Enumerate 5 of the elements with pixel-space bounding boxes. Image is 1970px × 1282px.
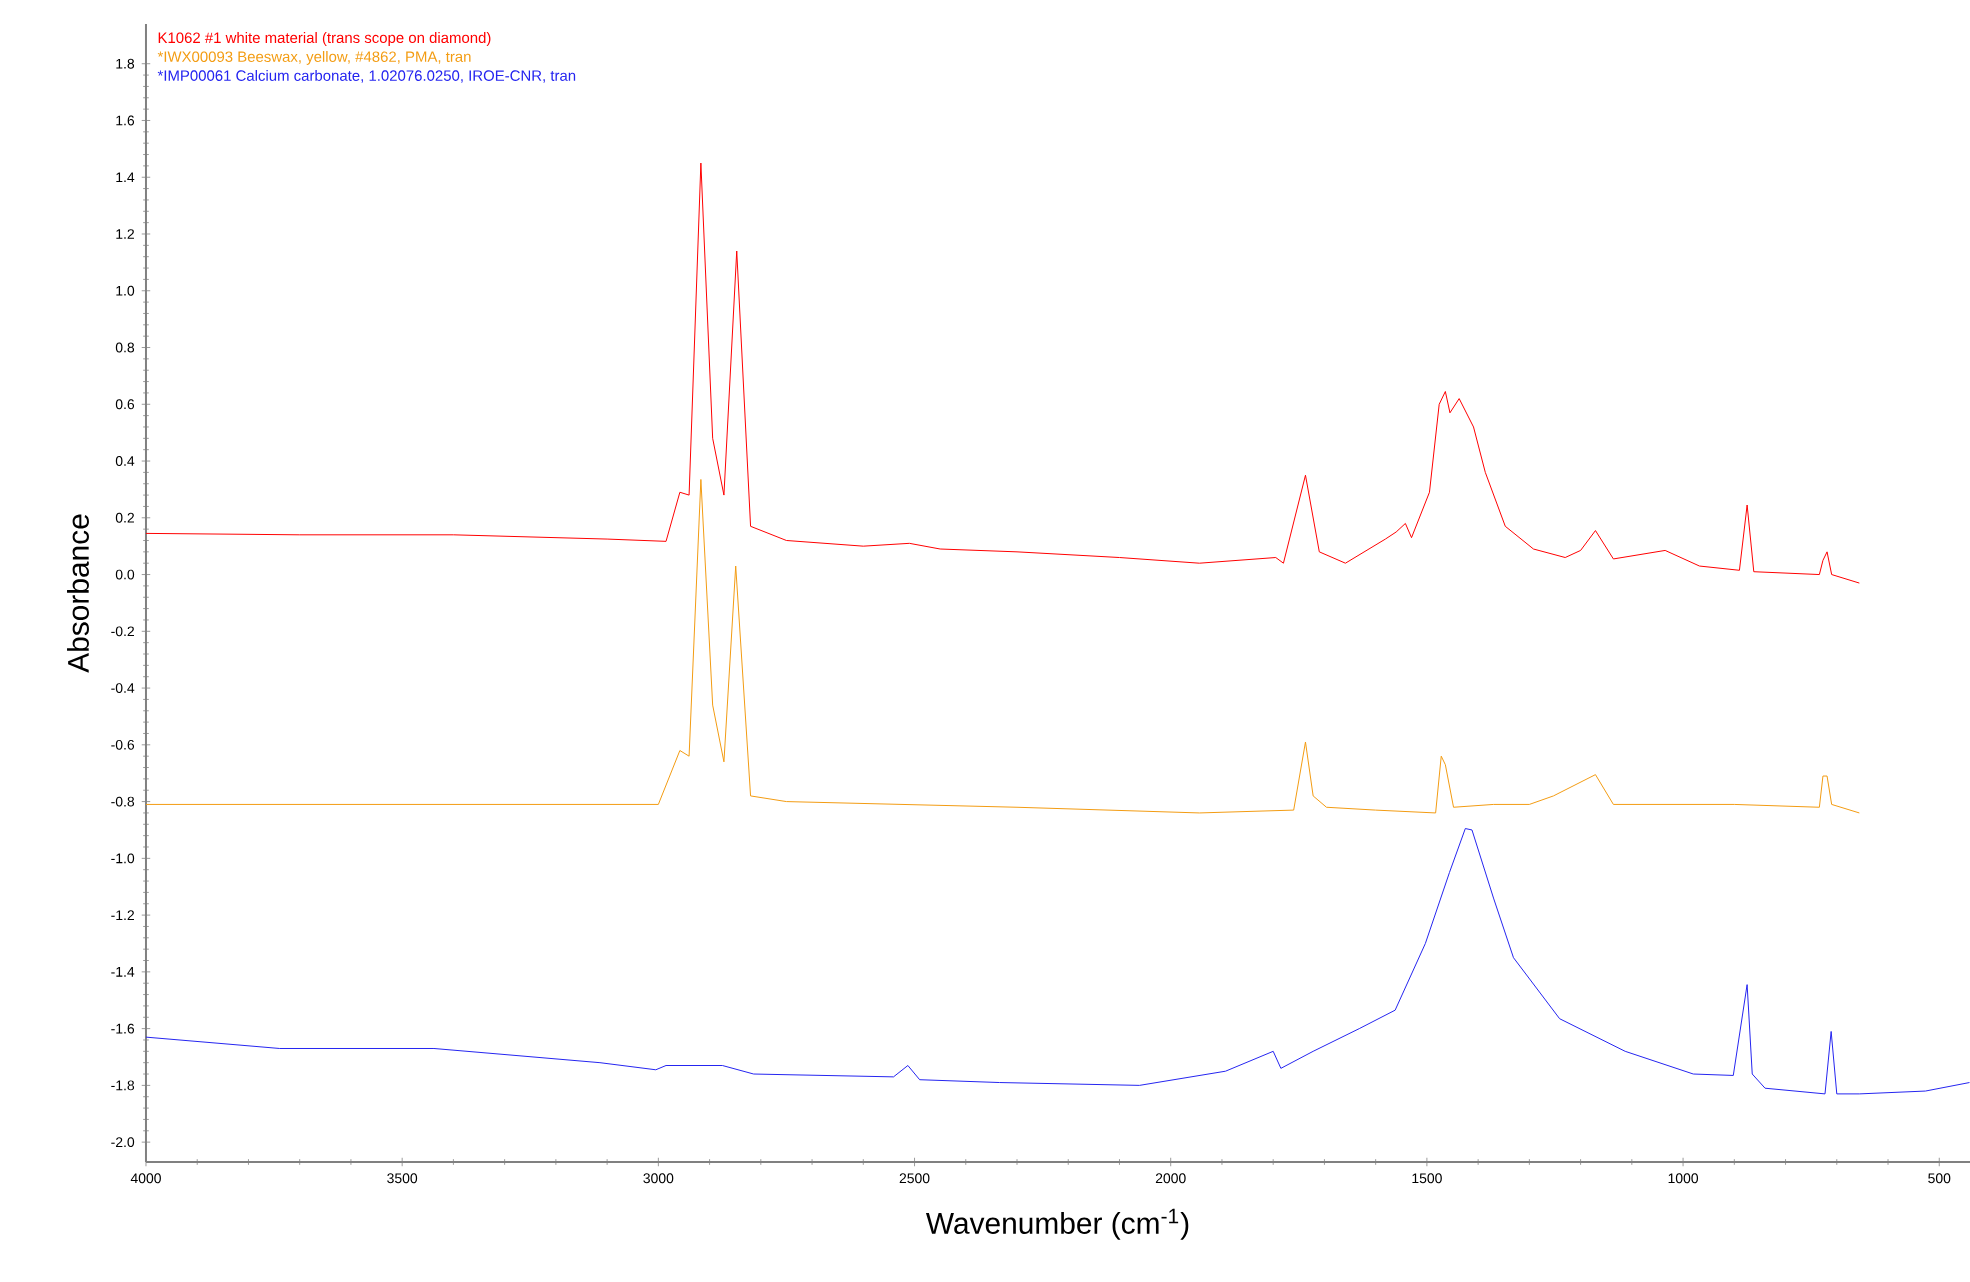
line-series	[145, 478, 1860, 814]
x-axis-title: Wavenumber (cm$^{-1}$)	[925, 1208, 1189, 1240]
line-series	[145, 162, 1860, 584]
line-series	[145, 828, 1970, 1095]
y-axis-title: Absorbance	[67, 514, 89, 673]
